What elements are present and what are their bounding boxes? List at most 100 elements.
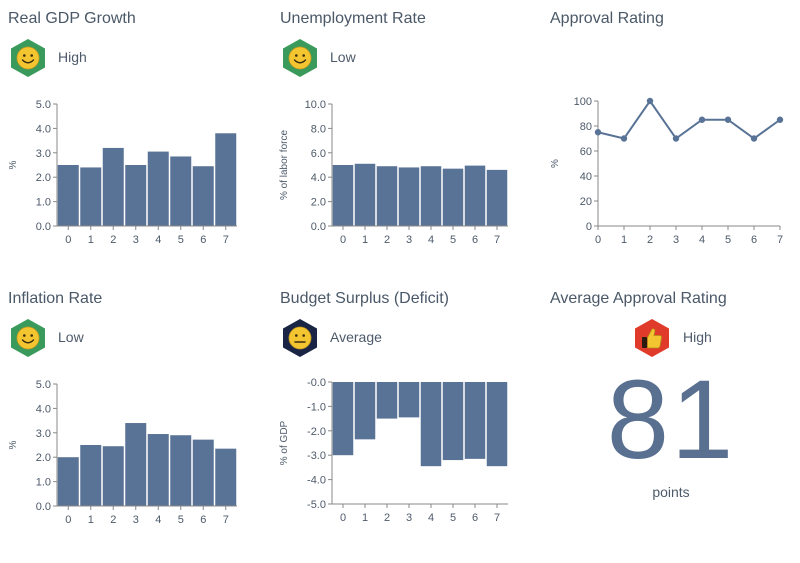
bar xyxy=(170,435,192,506)
panel-budget-surplus: Budget Surplus (Deficit) Average -0.0 -1.… xyxy=(272,280,540,560)
x-tick-label: 7 xyxy=(777,234,783,246)
bar xyxy=(192,166,214,226)
data-point xyxy=(724,116,732,123)
x-tick-label: 1 xyxy=(621,234,627,246)
bar xyxy=(464,382,486,459)
x-tick-label: 7 xyxy=(494,512,500,524)
y-tick-label: 20 xyxy=(580,196,592,208)
y-tick-label: 5.0 xyxy=(36,99,51,111)
panel-title: Average Approval Rating xyxy=(550,290,727,307)
status-label: Low xyxy=(58,329,84,345)
y-tick-label: -1.0 xyxy=(307,401,326,413)
y-tick-label: 2.0 xyxy=(36,452,51,464)
bar xyxy=(215,448,237,506)
bar xyxy=(398,382,420,418)
bar xyxy=(332,165,354,226)
smiley-face-icon xyxy=(283,39,317,77)
average-approval-units: points xyxy=(652,484,690,500)
smiley-face-icon xyxy=(11,319,45,357)
y-tick-label: 8.0 xyxy=(311,123,326,135)
y-tick-label: -2.0 xyxy=(307,426,326,438)
panel-inflation-rate: Inflation Rate Low 0.0 1.0 2.0 3.0 4.0 5.0% 0 1… xyxy=(0,280,268,560)
data-point xyxy=(594,129,602,136)
bar xyxy=(215,133,237,226)
bar-chart: -0.0 -1.0 -2.0 -3.0 -4.0 -5.0 % of GDP 0 1 2 3 4 5 6 7 xyxy=(279,377,508,524)
bar xyxy=(420,382,442,467)
bar xyxy=(420,166,442,226)
status-label: Low xyxy=(330,49,356,65)
panel-title: Approval Rating xyxy=(550,10,664,27)
panel-real-gdp-growth: Real GDP Growth High 0.0 1.0 2.0 3.0 4.0 5.0%… xyxy=(0,0,268,280)
x-tick-label: 4 xyxy=(699,234,705,246)
x-tick-label: 6 xyxy=(200,514,206,526)
series-line xyxy=(597,99,781,140)
average-approval-value: 81 xyxy=(606,357,736,482)
x-tick-label: 0 xyxy=(340,512,346,524)
x-tick-label: 5 xyxy=(725,234,731,246)
x-tick-label: 6 xyxy=(472,234,478,246)
bar xyxy=(398,167,420,226)
y-axis-label: % xyxy=(550,159,561,168)
x-tick-label: 7 xyxy=(494,234,500,246)
x-tick-label: 2 xyxy=(110,234,116,246)
x-tick-label: 3 xyxy=(406,234,412,246)
x-tick-label: 6 xyxy=(472,512,478,524)
bar xyxy=(442,382,464,461)
y-tick-label: 6.0 xyxy=(311,148,326,160)
x-tick-label: 6 xyxy=(200,234,206,246)
x-tick-label: 4 xyxy=(428,234,434,246)
panel-average-approval-rating: Average Approval Rating High 81 points xyxy=(542,280,800,560)
x-tick-label: 0 xyxy=(65,514,71,526)
status-label: Average xyxy=(330,329,382,345)
data-point xyxy=(646,97,654,105)
x-tick-label: 7 xyxy=(223,234,229,246)
y-tick-label: 10.0 xyxy=(305,99,326,111)
y-tick-label: 3.0 xyxy=(36,428,51,440)
y-tick-label: 1.0 xyxy=(36,477,51,489)
panel-approval-rating: Approval Rating 0 20 40 60 80 100% 0 1 2 3 4 5 6 7 xyxy=(542,0,800,280)
bar xyxy=(464,165,486,226)
y-tick-label: -3.0 xyxy=(307,450,326,462)
bar xyxy=(170,156,192,226)
line-chart: 0 20 40 60 80 100% 0 1 2 3 4 5 6 7 xyxy=(550,96,784,246)
bar xyxy=(102,446,124,506)
bar-chart: 0.0 2.0 4.0 6.0 8.0 10.0 % of labor force 0 1 2 3 4… xyxy=(279,99,508,246)
x-tick-label: 3 xyxy=(406,512,412,524)
x-tick-label: 3 xyxy=(133,234,139,246)
smiley-face-icon xyxy=(11,39,45,77)
bar xyxy=(442,168,464,226)
panel-unemployment-rate: Unemployment Rate Low 0.0 2.0 4.0 6.0 8.0 10.… xyxy=(272,0,540,280)
x-tick-label: 4 xyxy=(155,514,161,526)
x-tick-label: 1 xyxy=(362,234,368,246)
y-tick-label: 4.0 xyxy=(36,403,51,415)
status-label: High xyxy=(58,49,87,65)
data-point xyxy=(698,116,706,123)
x-tick-label: 2 xyxy=(110,514,116,526)
y-tick-label: 4.0 xyxy=(311,172,326,184)
bar xyxy=(147,151,169,226)
bar xyxy=(57,165,79,226)
y-tick-label: 100 xyxy=(574,96,592,108)
bar xyxy=(102,147,124,226)
data-point xyxy=(776,116,784,123)
neutral-face-icon xyxy=(283,319,317,357)
x-tick-label: 1 xyxy=(88,234,94,246)
y-tick-label: 3.0 xyxy=(36,148,51,160)
x-tick-label: 2 xyxy=(647,234,653,246)
panel-title: Budget Surplus (Deficit) xyxy=(280,290,449,307)
x-tick-label: 4 xyxy=(155,234,161,246)
bar xyxy=(486,169,508,226)
y-tick-label: 0 xyxy=(586,221,592,233)
y-tick-label: 2.0 xyxy=(36,172,51,184)
x-tick-label: 4 xyxy=(428,512,434,524)
bar xyxy=(80,167,102,226)
x-tick-label: 5 xyxy=(178,514,184,526)
panel-title: Inflation Rate xyxy=(8,290,103,307)
bar xyxy=(376,166,398,226)
y-tick-label: -5.0 xyxy=(307,499,326,511)
x-tick-label: 3 xyxy=(673,234,679,246)
y-tick-label: 4.0 xyxy=(36,123,51,135)
x-tick-label: 5 xyxy=(450,234,456,246)
y-tick-label: 0.0 xyxy=(36,501,51,513)
x-tick-label: 2 xyxy=(384,234,390,246)
